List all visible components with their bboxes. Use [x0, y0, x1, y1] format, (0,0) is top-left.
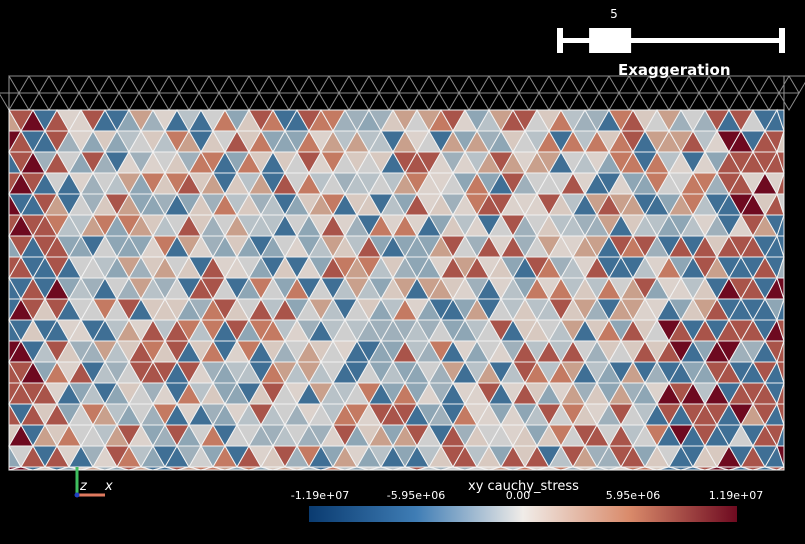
colorbar-tick-label: 1.19e+07	[708, 489, 764, 502]
slider-handle[interactable]	[589, 28, 632, 53]
colorbar-tick-label: -5.95e+06	[386, 489, 446, 502]
orientation-axes	[74, 467, 105, 498]
slider-value-label: 5	[610, 7, 618, 21]
slider-track[interactable]	[558, 38, 784, 43]
slider-left-cap	[557, 28, 563, 53]
colorbar-tick-label: 0.00	[505, 489, 531, 502]
colorbar-tick-label: -1.19e+07	[290, 489, 350, 502]
colorbar-tick-label: 5.95e+06	[605, 489, 661, 502]
colorbar	[309, 506, 737, 522]
slider-right-cap	[779, 28, 785, 53]
axis-z-label: z	[80, 479, 87, 494]
stress-mesh	[8, 108, 785, 471]
slider-title: Exaggeration	[618, 61, 731, 79]
axis-x-label: x	[105, 479, 113, 494]
exaggeration-slider[interactable]	[557, 28, 785, 53]
colorbar-title: xy cauchy_stress	[468, 479, 579, 494]
